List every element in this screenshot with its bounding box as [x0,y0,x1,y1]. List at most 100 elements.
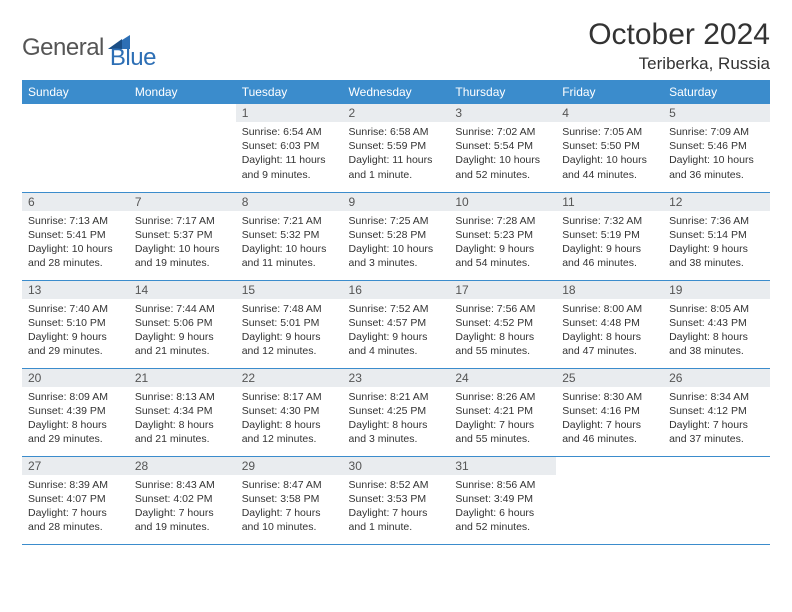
day-number: 6 [22,193,129,211]
day-details: Sunrise: 8:56 AMSunset: 3:49 PMDaylight:… [449,475,556,537]
sunset-text: Sunset: 4:25 PM [349,404,444,418]
daylight-text: Daylight: 9 hours and 46 minutes. [562,242,657,270]
calendar-day-cell: 6Sunrise: 7:13 AMSunset: 5:41 PMDaylight… [22,192,129,280]
day-details: Sunrise: 7:02 AMSunset: 5:54 PMDaylight:… [449,122,556,184]
day-details: Sunrise: 8:47 AMSunset: 3:58 PMDaylight:… [236,475,343,537]
calendar-day-cell: 19Sunrise: 8:05 AMSunset: 4:43 PMDayligh… [663,280,770,368]
calendar-day-cell: 13Sunrise: 7:40 AMSunset: 5:10 PMDayligh… [22,280,129,368]
daylight-text: Daylight: 7 hours and 46 minutes. [562,418,657,446]
daylight-text: Daylight: 9 hours and 21 minutes. [135,330,230,358]
daylight-text: Daylight: 8 hours and 29 minutes. [28,418,123,446]
daylight-text: Daylight: 7 hours and 10 minutes. [242,506,337,534]
calendar-week-row: 27Sunrise: 8:39 AMSunset: 4:07 PMDayligh… [22,456,770,544]
sunrise-text: Sunrise: 7:28 AM [455,214,550,228]
header: General Blue October 2024 Teriberka, Rus… [22,18,770,74]
sunrise-text: Sunrise: 8:26 AM [455,390,550,404]
day-details: Sunrise: 7:25 AMSunset: 5:28 PMDaylight:… [343,211,450,273]
calendar-day-cell [663,456,770,544]
calendar-day-cell: 23Sunrise: 8:21 AMSunset: 4:25 PMDayligh… [343,368,450,456]
day-number: 15 [236,281,343,299]
sunset-text: Sunset: 5:28 PM [349,228,444,242]
calendar-day-cell: 20Sunrise: 8:09 AMSunset: 4:39 PMDayligh… [22,368,129,456]
day-number: 19 [663,281,770,299]
day-number: 12 [663,193,770,211]
day-details: Sunrise: 8:21 AMSunset: 4:25 PMDaylight:… [343,387,450,449]
sunset-text: Sunset: 4:52 PM [455,316,550,330]
day-details: Sunrise: 8:34 AMSunset: 4:12 PMDaylight:… [663,387,770,449]
day-details: Sunrise: 7:40 AMSunset: 5:10 PMDaylight:… [22,299,129,361]
sunset-text: Sunset: 5:32 PM [242,228,337,242]
sunset-text: Sunset: 5:10 PM [28,316,123,330]
daylight-text: Daylight: 11 hours and 1 minute. [349,153,444,181]
weekday-header: Saturday [663,80,770,104]
calendar-day-cell: 29Sunrise: 8:47 AMSunset: 3:58 PMDayligh… [236,456,343,544]
day-number: 24 [449,369,556,387]
calendar-day-cell: 11Sunrise: 7:32 AMSunset: 5:19 PMDayligh… [556,192,663,280]
calendar-day-cell: 22Sunrise: 8:17 AMSunset: 4:30 PMDayligh… [236,368,343,456]
daylight-text: Daylight: 7 hours and 1 minute. [349,506,444,534]
sunset-text: Sunset: 3:53 PM [349,492,444,506]
sunrise-text: Sunrise: 8:34 AM [669,390,764,404]
calendar-day-cell: 3Sunrise: 7:02 AMSunset: 5:54 PMDaylight… [449,104,556,192]
sunrise-text: Sunrise: 7:25 AM [349,214,444,228]
calendar-day-cell: 27Sunrise: 8:39 AMSunset: 4:07 PMDayligh… [22,456,129,544]
calendar-day-cell: 10Sunrise: 7:28 AMSunset: 5:23 PMDayligh… [449,192,556,280]
calendar-day-cell: 24Sunrise: 8:26 AMSunset: 4:21 PMDayligh… [449,368,556,456]
day-number: 7 [129,193,236,211]
daylight-text: Daylight: 7 hours and 37 minutes. [669,418,764,446]
day-number: 25 [556,369,663,387]
sunset-text: Sunset: 3:58 PM [242,492,337,506]
sunset-text: Sunset: 4:30 PM [242,404,337,418]
calendar-week-row: 20Sunrise: 8:09 AMSunset: 4:39 PMDayligh… [22,368,770,456]
sunset-text: Sunset: 5:54 PM [455,139,550,153]
sunrise-text: Sunrise: 8:52 AM [349,478,444,492]
sunset-text: Sunset: 5:59 PM [349,139,444,153]
daylight-text: Daylight: 9 hours and 4 minutes. [349,330,444,358]
sunrise-text: Sunrise: 8:00 AM [562,302,657,316]
daylight-text: Daylight: 10 hours and 11 minutes. [242,242,337,270]
day-number: 8 [236,193,343,211]
sunset-text: Sunset: 4:43 PM [669,316,764,330]
sunset-text: Sunset: 4:48 PM [562,316,657,330]
daylight-text: Daylight: 10 hours and 3 minutes. [349,242,444,270]
daylight-text: Daylight: 9 hours and 38 minutes. [669,242,764,270]
sunset-text: Sunset: 5:01 PM [242,316,337,330]
day-details: Sunrise: 7:56 AMSunset: 4:52 PMDaylight:… [449,299,556,361]
calendar-day-cell: 30Sunrise: 8:52 AMSunset: 3:53 PMDayligh… [343,456,450,544]
sunset-text: Sunset: 5:23 PM [455,228,550,242]
sunrise-text: Sunrise: 7:32 AM [562,214,657,228]
daylight-text: Daylight: 10 hours and 44 minutes. [562,153,657,181]
sunrise-text: Sunrise: 7:40 AM [28,302,123,316]
day-number: 17 [449,281,556,299]
day-number: 29 [236,457,343,475]
sunset-text: Sunset: 5:46 PM [669,139,764,153]
day-number: 14 [129,281,236,299]
daylight-text: Daylight: 8 hours and 47 minutes. [562,330,657,358]
day-number: 31 [449,457,556,475]
daylight-text: Daylight: 8 hours and 3 minutes. [349,418,444,446]
sunrise-text: Sunrise: 7:02 AM [455,125,550,139]
sunrise-text: Sunrise: 8:21 AM [349,390,444,404]
day-details: Sunrise: 8:26 AMSunset: 4:21 PMDaylight:… [449,387,556,449]
calendar-day-cell: 7Sunrise: 7:17 AMSunset: 5:37 PMDaylight… [129,192,236,280]
calendar-day-cell: 14Sunrise: 7:44 AMSunset: 5:06 PMDayligh… [129,280,236,368]
day-details: Sunrise: 8:43 AMSunset: 4:02 PMDaylight:… [129,475,236,537]
calendar-day-cell: 28Sunrise: 8:43 AMSunset: 4:02 PMDayligh… [129,456,236,544]
day-details: Sunrise: 7:32 AMSunset: 5:19 PMDaylight:… [556,211,663,273]
sunset-text: Sunset: 5:50 PM [562,139,657,153]
daylight-text: Daylight: 11 hours and 9 minutes. [242,153,337,181]
calendar-day-cell: 12Sunrise: 7:36 AMSunset: 5:14 PMDayligh… [663,192,770,280]
sunrise-text: Sunrise: 8:43 AM [135,478,230,492]
daylight-text: Daylight: 9 hours and 12 minutes. [242,330,337,358]
daylight-text: Daylight: 10 hours and 19 minutes. [135,242,230,270]
day-number: 16 [343,281,450,299]
sunrise-text: Sunrise: 8:56 AM [455,478,550,492]
calendar-day-cell [556,456,663,544]
day-number: 11 [556,193,663,211]
sunset-text: Sunset: 5:19 PM [562,228,657,242]
day-number: 21 [129,369,236,387]
sunset-text: Sunset: 5:14 PM [669,228,764,242]
calendar-day-cell [22,104,129,192]
day-details: Sunrise: 8:05 AMSunset: 4:43 PMDaylight:… [663,299,770,361]
day-details: Sunrise: 8:30 AMSunset: 4:16 PMDaylight:… [556,387,663,449]
